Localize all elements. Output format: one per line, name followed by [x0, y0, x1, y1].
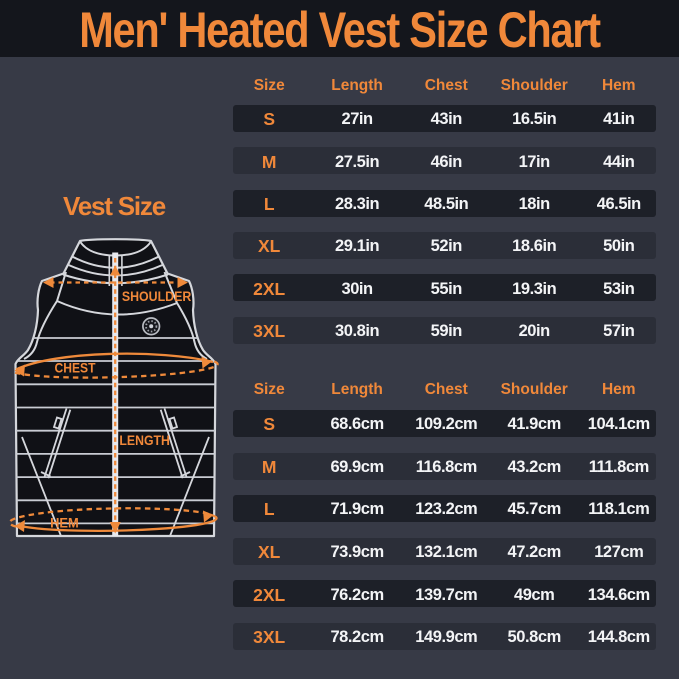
- svg-text:CHEST: CHEST: [55, 359, 96, 375]
- svg-text:HEM: HEM: [50, 514, 79, 530]
- svg-text:LENGTH: LENGTH: [119, 433, 169, 448]
- svg-text:SHOULDER: SHOULDER: [122, 289, 192, 304]
